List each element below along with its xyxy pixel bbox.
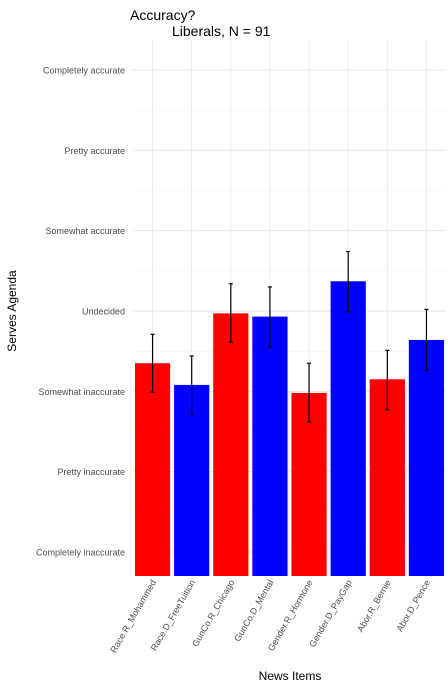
bar [408, 339, 445, 576]
y-tick-label: Pretty inaccurate [57, 467, 125, 477]
y-tick-label: Pretty accurate [64, 146, 125, 156]
bar [174, 384, 210, 576]
x-tick-label: Abor.D_Pence [394, 578, 432, 633]
bar [291, 392, 327, 576]
y-tick-label: Somewhat inaccurate [38, 387, 125, 397]
bar [369, 379, 405, 576]
chart-title: Accuracy? [130, 7, 196, 23]
x-tick-label: GunCo.D_Mental [232, 578, 275, 643]
bar [134, 363, 171, 576]
x-axis-title: News Items [259, 669, 322, 683]
chart-subtitle: Liberals, N = 91 [172, 23, 271, 39]
y-tick-label: Completely accurate [43, 66, 125, 76]
x-tick-label: GunCo.R_Chicago [190, 578, 236, 648]
y-axis-title: Serves Agenda [5, 270, 19, 352]
x-tick-label: Gender.D_PayGap [307, 578, 354, 649]
y-tick-label: Undecided [82, 307, 125, 317]
bar [213, 313, 249, 576]
bar [252, 316, 288, 576]
x-tick-label: Race.D_FreeTuition [149, 578, 198, 652]
bar [330, 281, 366, 576]
y-tick-label: Completely inaccurate [36, 548, 125, 558]
x-tick-label: Abor.R_Bernie [355, 578, 393, 634]
y-tick-label: Somewhat accurate [45, 226, 125, 236]
